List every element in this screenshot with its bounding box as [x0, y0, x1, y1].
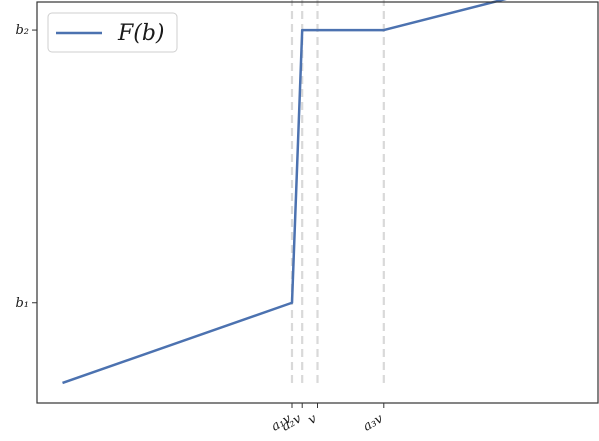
xtick-label-3: v	[306, 411, 320, 428]
legend: F(b)	[47, 12, 178, 53]
series-line-1	[62, 0, 507, 385]
legend-label: F(b)	[117, 21, 165, 46]
xtick-label-4: a₃v	[361, 411, 387, 434]
guide-lines	[290, 0, 385, 383]
legend-box	[47, 12, 178, 53]
series-layer	[62, 0, 507, 385]
ytick-label-1: b₁	[15, 296, 29, 311]
ytick-label-2: b₂	[15, 23, 29, 38]
